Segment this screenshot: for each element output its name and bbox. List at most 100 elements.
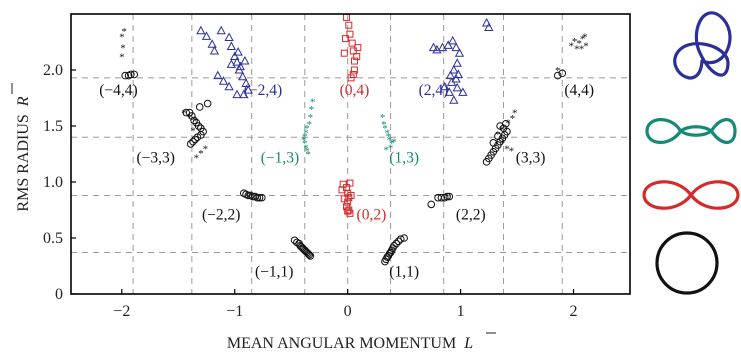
- data-point-triangle-blue: [232, 89, 242, 99]
- data-point-square-red: [340, 49, 348, 57]
- data-point-triangle-blue: [213, 70, 223, 80]
- data-point-triangle-blue: [196, 25, 206, 35]
- shape-legend: [642, 11, 740, 295]
- data-point-circle-black: [400, 234, 408, 242]
- data-point-circle-black: [253, 193, 262, 202]
- y-axis-symbol: R: [15, 96, 32, 107]
- data-point-star-black: *: [574, 44, 580, 56]
- data-point-triangle-blue: [428, 42, 439, 52]
- data-point-star-green: *: [391, 137, 397, 149]
- data-point-triangle-blue: [233, 47, 243, 56]
- data-point-square-red: [347, 74, 355, 82]
- cluster-label: (4,4): [564, 82, 594, 99]
- data-point-star-black: *: [509, 146, 515, 158]
- data-point-triangle-blue: [445, 70, 456, 80]
- data-point-star-black: *: [580, 34, 586, 46]
- data-point-star-black: *: [495, 129, 501, 141]
- data-point-triangle-blue: [443, 40, 453, 49]
- data-point-star-green: *: [387, 134, 393, 146]
- data-point-triangle-blue: [440, 81, 450, 91]
- data-point-circle-black: [489, 139, 498, 147]
- data-point-triangle-blue: [224, 81, 234, 91]
- data-point-triangle-blue: [458, 87, 468, 96]
- data-point-star-black: *: [505, 118, 511, 130]
- data-point-triangle-blue: [449, 95, 459, 104]
- data-point-triangle-blue: [484, 22, 494, 31]
- data-point-star-black: *: [194, 152, 200, 164]
- data-point-triangle-blue: [234, 64, 244, 74]
- x-axis-symbol: L: [463, 335, 473, 352]
- cluster-label: (1,1): [389, 264, 419, 281]
- data-point-triangle-blue: [209, 45, 220, 55]
- data-point-triangle-blue: [444, 87, 454, 96]
- data-point-star-green: *: [383, 145, 389, 157]
- data-point-square-red: [343, 13, 351, 21]
- data-point-triangle-blue: [207, 39, 217, 48]
- data-point-circle-black: [396, 235, 405, 243]
- data-point-triangle-blue: [432, 44, 442, 54]
- data-point-circle-black: [194, 122, 203, 130]
- data-point-triangle-blue: [218, 76, 229, 85]
- cluster-label: (3,3): [516, 149, 546, 166]
- data-point-circle-black: [445, 192, 454, 201]
- x-axis-label: MEAN ANGULAR MOMENTUM: [227, 335, 456, 352]
- data-point-star-black: *: [572, 36, 578, 48]
- data-point-square-red: [341, 35, 349, 43]
- data-point-star-black: *: [579, 44, 585, 56]
- y-axis-label: RMS RADIUS: [15, 114, 32, 211]
- reference-lines: [71, 14, 630, 294]
- data-point-square-red: [350, 57, 358, 65]
- data-point-star-black: *: [512, 108, 518, 120]
- data-points: ******* ******* * *********** * *************…: [119, 13, 589, 266]
- data-point-triangle-blue: [226, 59, 236, 68]
- figure-eight-icon: [642, 180, 740, 210]
- cluster-label: (−2,2): [202, 206, 240, 223]
- data-point-triangle-blue: [454, 48, 465, 57]
- data-point-star-green: *: [309, 104, 315, 116]
- data-point-star-black: *: [181, 108, 187, 120]
- data-point-star-green: *: [384, 128, 390, 140]
- data-point-star-green: *: [382, 123, 388, 135]
- data-point-star-green: *: [304, 146, 310, 158]
- data-point-square-red: [344, 207, 352, 215]
- data-point-circle-black: [255, 193, 264, 202]
- data-point-star-green: *: [381, 119, 387, 131]
- data-point-star-black: *: [510, 113, 516, 125]
- data-point-star-black: *: [119, 52, 125, 64]
- data-point-circle-black: [443, 192, 451, 201]
- data-point-circle-black: [437, 193, 446, 202]
- data-point-star-green: *: [386, 131, 392, 143]
- x-tick-label: 0: [344, 303, 352, 320]
- data-point-triangle-blue: [446, 77, 457, 86]
- data-point-circle-black: [127, 70, 135, 79]
- data-point-circle-black: [191, 135, 200, 144]
- cluster-label: (0,2): [357, 206, 387, 223]
- dumbbell-shape-icon: [645, 118, 737, 144]
- data-point-star-black: *: [576, 38, 582, 50]
- cluster-label: (2,4): [419, 82, 449, 99]
- data-point-circle-black: [427, 200, 436, 209]
- data-point-triangle-blue: [232, 57, 242, 66]
- data-point-star-black: *: [499, 124, 505, 136]
- data-point-circle-black: [305, 251, 314, 259]
- data-point-star-green: *: [303, 128, 309, 140]
- data-point-circle-black: [189, 137, 197, 146]
- data-point-triangle-blue: [235, 61, 246, 71]
- data-point-star-black: *: [504, 143, 510, 155]
- data-point-star-green: *: [308, 112, 314, 124]
- data-point-star-black: *: [203, 143, 209, 155]
- data-point-triangle-blue: [451, 42, 461, 52]
- svg-text:MEAN ANGULAR MOMENTUM: MEAN ANGULAR MOMENTUM L: [227, 335, 473, 352]
- data-point-circle-black: [390, 242, 398, 250]
- data-point-square-red: [340, 195, 348, 203]
- data-point-star-green: *: [310, 96, 316, 108]
- y-tick-label: 0.5: [43, 230, 63, 247]
- data-point-circle-black: [193, 133, 202, 141]
- data-point-circle-black: [258, 193, 266, 202]
- x-tick-label: −2: [113, 303, 130, 320]
- data-point-square-red: [345, 21, 353, 29]
- x-tick-label: 2: [570, 303, 578, 320]
- data-point-square-red: [348, 39, 356, 47]
- data-point-triangle-blue: [243, 85, 253, 94]
- data-point-circle-black: [182, 108, 190, 117]
